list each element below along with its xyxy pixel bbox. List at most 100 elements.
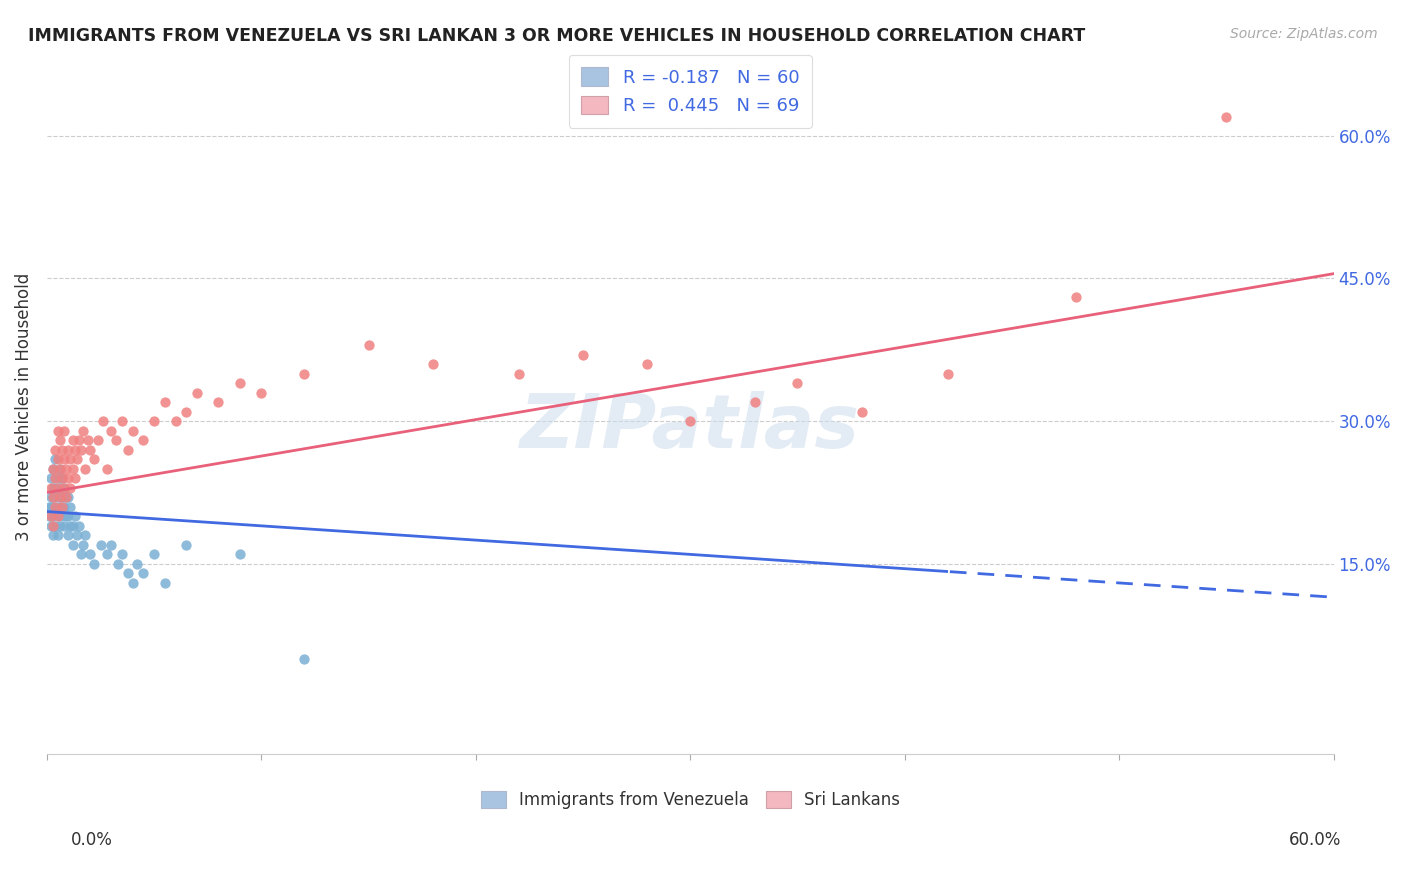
Point [51, 442, 73, 457]
Point [42, 481, 65, 495]
Point [42, 491, 65, 505]
Point [63, 471, 86, 485]
Point [44, 519, 66, 533]
Point [49, 434, 72, 448]
Point [49, 462, 72, 476]
Point [46, 424, 69, 438]
Point [49, 519, 72, 533]
Point [42, 462, 65, 476]
Point [111, 414, 134, 428]
Point [53, 500, 76, 514]
Point [49, 491, 72, 505]
Point [63, 442, 86, 457]
Point [63, 509, 86, 524]
Point [46, 471, 69, 485]
Point [44, 481, 66, 495]
Point [46, 509, 69, 524]
Point [39, 481, 62, 495]
Point [100, 424, 122, 438]
Point [79, 442, 101, 457]
Point [49, 481, 72, 495]
Point [1064, 290, 1087, 304]
Point [51, 471, 73, 485]
Point [53, 481, 76, 495]
Point [422, 357, 444, 371]
Point [207, 395, 229, 409]
Point [70, 442, 93, 457]
Point [58, 509, 80, 524]
Point [132, 434, 155, 448]
Point [49, 500, 72, 514]
Point [75, 462, 97, 476]
Point [66, 452, 89, 467]
Legend: Immigrants from Venezuela, Sri Lankans: Immigrants from Venezuela, Sri Lankans [474, 784, 907, 815]
Point [508, 367, 530, 381]
Point [38, 509, 60, 524]
Point [744, 395, 766, 409]
Point [62, 462, 84, 476]
Point [39, 471, 62, 485]
Point [59, 519, 82, 533]
Point [53, 519, 76, 533]
Point [786, 376, 808, 391]
Point [851, 405, 873, 419]
Point [59, 481, 82, 495]
Point [636, 357, 658, 371]
Point [38, 500, 60, 514]
Point [107, 557, 129, 571]
Point [44, 500, 66, 514]
Point [55, 491, 77, 505]
Point [62, 519, 84, 533]
Point [104, 434, 127, 448]
Point [70, 548, 93, 562]
Point [46, 528, 69, 542]
Point [83, 557, 105, 571]
Point [143, 548, 166, 562]
Point [59, 452, 82, 467]
Point [51, 500, 73, 514]
Point [125, 557, 148, 571]
Point [66, 528, 89, 542]
Point [42, 519, 65, 533]
Point [39, 491, 62, 505]
Point [76, 434, 98, 448]
Point [572, 348, 595, 362]
Point [229, 376, 252, 391]
Point [58, 471, 80, 485]
Point [174, 405, 197, 419]
Point [79, 548, 101, 562]
Point [117, 442, 139, 457]
Point [292, 367, 315, 381]
Point [75, 528, 97, 542]
Point [91, 414, 114, 428]
Point [53, 481, 76, 495]
Point [58, 442, 80, 457]
Point [143, 414, 166, 428]
Point [67, 519, 90, 533]
Point [121, 424, 143, 438]
Point [165, 414, 187, 428]
Point [59, 500, 82, 514]
Point [58, 491, 80, 505]
Point [62, 434, 84, 448]
Point [55, 509, 77, 524]
Point [96, 548, 118, 562]
Point [174, 538, 197, 552]
Point [53, 452, 76, 467]
Point [153, 576, 176, 591]
Point [39, 500, 62, 514]
Point [49, 462, 72, 476]
Point [44, 442, 66, 457]
Point [46, 481, 69, 495]
Point [72, 538, 94, 552]
Point [87, 434, 110, 448]
Point [153, 395, 176, 409]
Point [357, 338, 380, 352]
Text: 60.0%: 60.0% [1288, 831, 1341, 849]
Point [62, 538, 84, 552]
Point [42, 491, 65, 505]
Point [51, 509, 73, 524]
Point [44, 471, 66, 485]
Point [117, 566, 139, 581]
Point [132, 566, 155, 581]
